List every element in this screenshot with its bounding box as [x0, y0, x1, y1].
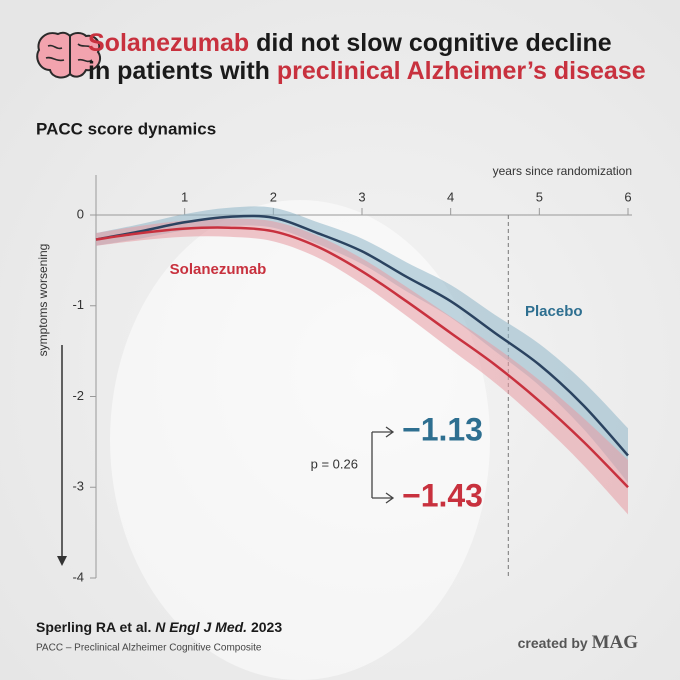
- source: Sperling RA et al. N Engl J Med. 2023: [36, 619, 282, 635]
- footnote: PACC – Preclinical Alzheimer Cognitive C…: [36, 643, 262, 654]
- credit: created by MAG: [518, 632, 639, 653]
- series-line: [95, 214, 629, 457]
- y-tick-label: 0: [77, 206, 84, 221]
- p-bracket: [371, 426, 395, 504]
- x-tick-label: 6: [624, 189, 631, 204]
- brain-icon: [36, 31, 102, 79]
- y-tick-label: -4: [72, 569, 84, 584]
- series-label: Placebo: [525, 303, 583, 320]
- title-part: did not slow cognitive decline: [249, 29, 612, 57]
- y-arrow-head: [57, 556, 67, 566]
- title-part: in patients with: [88, 57, 277, 85]
- source-part: 2023: [247, 619, 282, 635]
- chart-title: in patients with preclinical Alzheimer’s…: [88, 57, 646, 85]
- title-part: Solanezumab: [88, 29, 249, 57]
- endpoint-value: −1.13: [402, 411, 483, 447]
- x-tick-label: 1: [181, 189, 188, 204]
- credit-part: MAG: [592, 632, 639, 653]
- credit-part: created by: [518, 635, 592, 651]
- series-label: Solanezumab: [170, 261, 267, 278]
- y-axis-label: symptoms worsening: [36, 244, 50, 357]
- x-tick-label: 2: [270, 189, 277, 204]
- plot-area: 1 2 3 4 5 6 0 -1 -2 -3 -4 Placebo −1.13 Solanezumab −1…: [72, 189, 631, 584]
- chart-title: Solanezumab did not slow cognitive decli…: [88, 29, 612, 57]
- y-tick-label: -2: [72, 388, 84, 403]
- background-figure: [110, 200, 490, 680]
- title-part: preclinical Alzheimer’s disease: [277, 57, 646, 85]
- subtitle: PACC score dynamics: [36, 119, 216, 138]
- endpoint-value: −1.43: [402, 477, 483, 513]
- source-part: Sperling RA et al.: [36, 619, 155, 635]
- x-tick-label: 5: [536, 189, 543, 204]
- y-tick-label: -3: [72, 479, 84, 494]
- x-tick-label: 4: [447, 189, 454, 204]
- p-value: p = 0.26: [311, 456, 358, 471]
- confidence-band: [96, 218, 628, 515]
- series-line: [95, 226, 629, 489]
- x-axis-label: years since randomization: [493, 164, 632, 178]
- source-part: N Engl J Med.: [155, 619, 247, 635]
- y-tick-label: -1: [72, 297, 84, 312]
- x-tick-label: 3: [358, 189, 365, 204]
